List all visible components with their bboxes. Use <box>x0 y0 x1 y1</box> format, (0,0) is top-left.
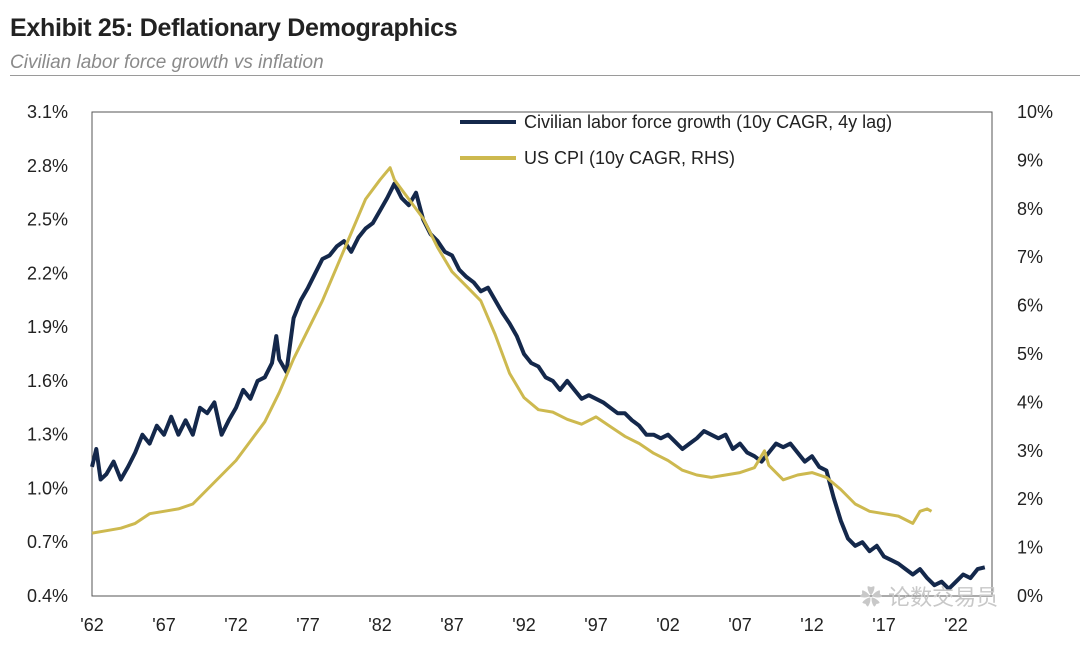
right-axis: 0% 1% 2% 3% 4% 5% 6% 7% 8% 9% 10% <box>1017 102 1053 606</box>
left-tick-label: 2.8% <box>27 156 68 176</box>
x-tick-label: '97 <box>584 615 607 635</box>
right-tick-label: 9% <box>1017 150 1043 170</box>
x-tick-label: '02 <box>656 615 679 635</box>
legend-label-labor-force: Civilian labor force growth (10y CAGR, 4… <box>524 112 892 132</box>
left-tick-label: 1.0% <box>27 478 68 498</box>
left-tick-label: 2.5% <box>27 210 68 230</box>
right-tick-label: 3% <box>1017 441 1043 461</box>
x-tick-label: '72 <box>224 615 247 635</box>
x-tick-label: '07 <box>728 615 751 635</box>
right-tick-label: 1% <box>1017 538 1043 558</box>
x-tick-label: '87 <box>440 615 463 635</box>
x-tick-label: '62 <box>80 615 103 635</box>
left-tick-label: 3.1% <box>27 102 68 122</box>
right-tick-label: 6% <box>1017 296 1043 316</box>
plot-area-frame <box>91 111 993 597</box>
series-layer <box>90 166 986 591</box>
right-tick-label: 5% <box>1017 344 1043 364</box>
legend-label-cpi: US CPI (10y CAGR, RHS) <box>524 148 735 168</box>
left-tick-label: 1.6% <box>27 371 68 391</box>
x-tick-label: '12 <box>800 615 823 635</box>
x-tick-label: '92 <box>512 615 535 635</box>
right-tick-label: 2% <box>1017 489 1043 509</box>
chart-subtitle: Civilian labor force growth vs inflation <box>10 52 324 73</box>
watermark-text: 论数交易员 <box>888 585 999 610</box>
x-tick-label: '77 <box>296 615 319 635</box>
right-tick-label: 8% <box>1017 199 1043 219</box>
x-axis: '62 '67 '72 '77 '82 '87 '92 '97 '02 '07 '12 '17 '22 <box>80 615 967 635</box>
us-cpi-line <box>91 166 933 535</box>
left-tick-label: 0.4% <box>27 586 68 606</box>
left-tick-label: 0.7% <box>27 532 68 552</box>
title-divider <box>10 75 1080 76</box>
left-axis: 0.4% 0.7% 1.0% 1.3% 1.6% 1.9% 2.2% 2.5% 2.8% 3.1% <box>27 102 68 606</box>
legend: Civilian labor force growth (10y CAGR, 4… <box>460 112 892 168</box>
left-tick-label: 2.2% <box>27 263 68 283</box>
x-tick-label: '67 <box>152 615 175 635</box>
right-tick-label: 7% <box>1017 247 1043 267</box>
labor-force-growth-line <box>90 181 986 591</box>
wechat-icon: ✿ <box>860 585 883 610</box>
right-tick-label: 10% <box>1017 102 1053 122</box>
left-tick-label: 1.9% <box>27 317 68 337</box>
right-tick-label: 0% <box>1017 586 1043 606</box>
left-tick-label: 1.3% <box>27 425 68 445</box>
chart-title: Exhibit 25: Deflationary Demographics <box>10 14 458 42</box>
watermark: ✿ 论数交易员 <box>860 580 998 612</box>
x-tick-label: '22 <box>944 615 967 635</box>
x-tick-label: '17 <box>872 615 895 635</box>
x-tick-label: '82 <box>368 615 391 635</box>
right-tick-label: 4% <box>1017 392 1043 412</box>
